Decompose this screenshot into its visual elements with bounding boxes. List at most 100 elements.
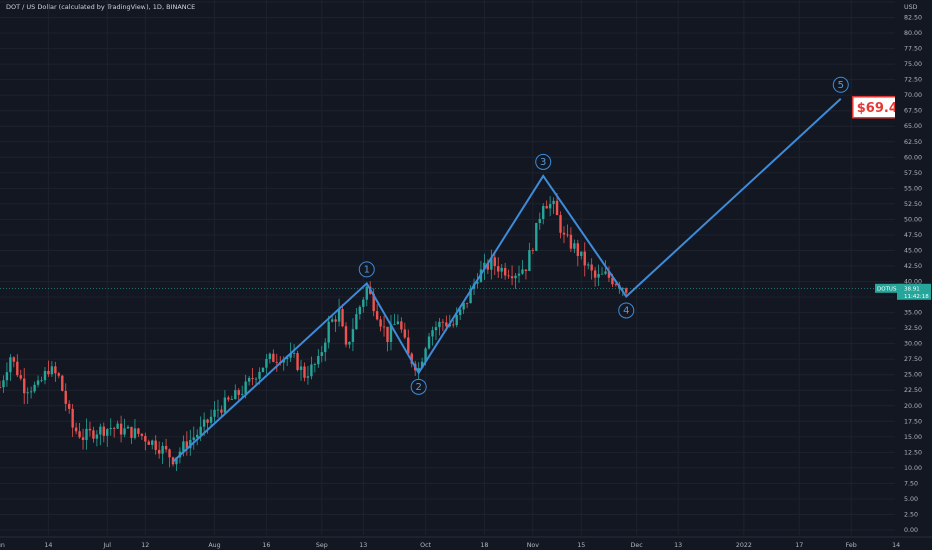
candle-body bbox=[341, 309, 344, 327]
candle-body bbox=[573, 243, 576, 249]
candle-body bbox=[386, 326, 389, 342]
price-tick-label: 5.00 bbox=[904, 496, 918, 503]
candle-body bbox=[29, 391, 33, 393]
candle-body bbox=[189, 439, 192, 449]
exchange-label: BINANCE bbox=[166, 3, 196, 11]
candle-body bbox=[593, 270, 597, 278]
candle-body bbox=[403, 329, 407, 338]
candle-body bbox=[611, 277, 614, 285]
time-tick-label: 16 bbox=[262, 542, 270, 549]
bar-countdown: 11:42:18 bbox=[904, 294, 929, 300]
candle-body bbox=[71, 408, 74, 428]
candle-body bbox=[88, 428, 92, 431]
price-tick-label: 7.50 bbox=[904, 480, 918, 487]
candle-body bbox=[154, 440, 157, 450]
time-tick-label: 14 bbox=[892, 542, 900, 549]
candle-body bbox=[106, 429, 109, 436]
candle-body bbox=[306, 376, 310, 378]
candle-body bbox=[268, 353, 272, 359]
candle-body bbox=[185, 441, 189, 449]
candle-body bbox=[531, 250, 535, 251]
candle-body bbox=[528, 250, 531, 272]
elliott-wave-line[interactable] bbox=[172, 98, 842, 463]
price-tick-label: 12.50 bbox=[904, 449, 922, 456]
candle-body bbox=[102, 426, 105, 436]
candle-body bbox=[372, 293, 375, 312]
candle-body bbox=[296, 353, 299, 371]
chart-grid bbox=[0, 0, 895, 535]
time-tick-label: 18 bbox=[480, 542, 488, 549]
candle-body bbox=[254, 378, 258, 380]
wave-label-2: 2 bbox=[415, 382, 421, 393]
candle-body bbox=[462, 302, 465, 310]
candle-body bbox=[410, 353, 413, 364]
candle-body bbox=[164, 445, 168, 450]
price-axis-background bbox=[895, 0, 932, 550]
candle-body bbox=[476, 281, 479, 284]
time-tick-label: 2022 bbox=[736, 542, 752, 549]
time-tick-label: Nov bbox=[527, 542, 540, 549]
candle-body bbox=[199, 426, 202, 435]
candle-body bbox=[36, 380, 40, 385]
candle-body bbox=[566, 234, 569, 236]
candle-body bbox=[469, 288, 472, 304]
candle-body bbox=[458, 309, 462, 315]
interval-label: 1D bbox=[152, 3, 162, 11]
candle-body bbox=[483, 262, 486, 270]
candle-body bbox=[427, 336, 431, 349]
candle-body bbox=[493, 257, 496, 267]
price-tick-label: 57.50 bbox=[904, 170, 922, 177]
candle-body bbox=[175, 457, 178, 465]
candle-body bbox=[5, 372, 9, 381]
price-tick-label: 52.50 bbox=[904, 201, 922, 208]
price-tick-label: 2.50 bbox=[904, 511, 918, 518]
candle-body bbox=[26, 392, 29, 394]
candle-body bbox=[600, 273, 604, 275]
candle-body bbox=[220, 409, 223, 413]
candle-body bbox=[285, 357, 289, 359]
candle-body bbox=[85, 428, 88, 440]
price-tick-label: 25.00 bbox=[904, 372, 922, 379]
candle-body bbox=[348, 341, 351, 345]
price-tick-label: 10.00 bbox=[904, 465, 922, 472]
candle-body bbox=[490, 257, 493, 270]
candle-body bbox=[548, 204, 552, 209]
price-axis[interactable]: USD 82.50 80.00 77.50 75.00 72.50 70.00 67.50 65… bbox=[895, 0, 932, 550]
candle-body bbox=[365, 286, 368, 300]
wave-label-circle-4 bbox=[618, 302, 635, 319]
candle-body bbox=[299, 366, 303, 371]
time-tick-label: 14 bbox=[44, 542, 52, 549]
currency-label: USD bbox=[904, 4, 918, 11]
candle-body bbox=[216, 409, 220, 411]
candle-body bbox=[95, 434, 99, 439]
wave-label-1: 1 bbox=[364, 264, 370, 275]
candle-body bbox=[542, 205, 545, 220]
price-tick-label: 45.00 bbox=[904, 247, 922, 254]
candle-body bbox=[137, 428, 140, 434]
time-axis[interactable]: Jun 14 Jul 12 Aug 16 Sep 13 Oct 18 Nov 15 Dec 13 2022 1… bbox=[0, 536, 932, 550]
price-tick-label: 20.00 bbox=[904, 403, 922, 410]
candle-body bbox=[313, 364, 317, 366]
price-tick-label: 50.00 bbox=[904, 216, 922, 223]
candle-body bbox=[555, 200, 559, 216]
candle-body bbox=[465, 302, 469, 304]
candle-body bbox=[196, 434, 199, 438]
price-tick-label: 30.00 bbox=[904, 341, 922, 348]
candle-body bbox=[424, 348, 427, 362]
time-tick-label: 13 bbox=[359, 542, 367, 549]
candle-body bbox=[576, 243, 580, 256]
candle-body bbox=[144, 435, 147, 442]
price-tick-label: 75.00 bbox=[904, 61, 922, 68]
candle-body bbox=[112, 428, 116, 429]
candle-body bbox=[57, 373, 61, 376]
candle-body bbox=[455, 314, 458, 326]
candle-body bbox=[524, 269, 528, 272]
candle-body bbox=[393, 324, 396, 325]
symbol-title-bar: DOT / US Dollar (calculated by TradingVi… bbox=[6, 3, 196, 11]
candle-body bbox=[289, 353, 292, 358]
candle-body bbox=[559, 215, 562, 233]
candle-body bbox=[434, 327, 438, 331]
candle-body bbox=[562, 232, 566, 235]
